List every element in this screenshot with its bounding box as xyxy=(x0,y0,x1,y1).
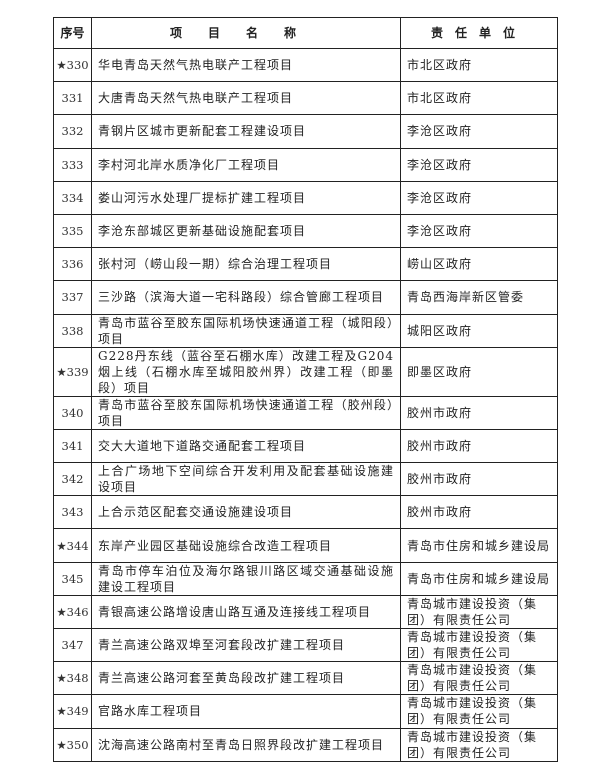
serial-number-cell: 331 xyxy=(53,81,92,116)
project-name-cell: 青岛市蓝谷至胶东国际机场快速通道工程（胶州段）项目 xyxy=(91,395,401,430)
table-row: 340 青岛市蓝谷至胶东国际机场快速通道工程（胶州段）项目 胶州市政府 xyxy=(53,395,558,430)
table-row: 343 上合示范区配套交通设施建设项目 胶州市政府 xyxy=(53,495,558,530)
project-table: 序号 项目名称 责任单位 ★330 华电青岛天然气热电联产工程项目 市北区政府 331… xyxy=(53,17,558,762)
responsible-unit-cell: 城阳区政府 xyxy=(400,313,558,348)
serial-number-cell: ★330 xyxy=(53,47,92,83)
responsible-unit-cell: 市北区政府 xyxy=(400,81,558,116)
project-name-cell: 青兰高速公路双埠至河套段改扩建工程项目 xyxy=(91,627,401,663)
serial-number-cell: ★344 xyxy=(53,528,92,563)
serial-number-cell: ★339 xyxy=(53,346,92,397)
serial-number-cell: 345 xyxy=(53,561,92,596)
serial-number-cell: 340 xyxy=(53,395,92,430)
serial-number-cell: 333 xyxy=(53,147,92,182)
responsible-unit-cell: 李沧区政府 xyxy=(400,213,558,249)
serial-number-cell: 343 xyxy=(53,495,92,530)
serial-number-cell: 341 xyxy=(53,428,92,464)
responsible-unit-cell: 崂山区政府 xyxy=(400,247,558,282)
serial-number-cell: 335 xyxy=(53,213,92,249)
responsible-unit-cell: 青岛城市建设投资（集团）有限责任公司 xyxy=(400,694,558,729)
serial-number-cell: 334 xyxy=(53,180,92,215)
responsible-unit-cell: 李沧区政府 xyxy=(400,114,558,149)
serial-number-cell: ★348 xyxy=(53,661,92,696)
serial-number-cell: 342 xyxy=(53,462,92,497)
responsible-unit-cell: 胶州市政府 xyxy=(400,495,558,530)
table-row: ★350 沈海高速公路南村至青岛日照界段改扩建工程项目 青岛城市建设投资（集团）有限… xyxy=(53,727,558,762)
table-row: 332 青钢片区城市更新配套工程建设项目 李沧区政府 xyxy=(53,114,558,149)
serial-number-cell: 332 xyxy=(53,114,92,149)
responsible-unit-cell: 青岛市住房和城乡建设局 xyxy=(400,528,558,563)
project-name-cell: 青岛市蓝谷至胶东国际机场快速通道工程（城阳段）项目 xyxy=(91,313,401,348)
header-project-name: 项目名称 xyxy=(91,17,401,49)
serial-number-cell: ★346 xyxy=(53,594,92,630)
responsible-unit-cell: 市北区政府 xyxy=(400,47,558,83)
project-name-cell: 三沙路（滨海大道一宅科路段）综合管廊工程项目 xyxy=(91,280,401,315)
responsible-unit-cell: 即墨区政府 xyxy=(400,346,558,397)
responsible-unit-cell: 胶州市政府 xyxy=(400,395,558,430)
responsible-unit-cell: 青岛城市建设投资（集团）有限责任公司 xyxy=(400,727,558,762)
project-name-cell: G228丹东线（蓝谷至石棚水库）改建工程及G204烟上线（石棚水库至城阳胶州界）… xyxy=(91,346,401,397)
table-row: 331 大唐青岛天然气热电联产工程项目 市北区政府 xyxy=(53,81,558,116)
table-row: 335 李沧东部城区更新基础设施配套项目 李沧区政府 xyxy=(53,213,558,249)
serial-number-cell: ★350 xyxy=(53,727,92,762)
project-name-cell: 官路水库工程项目 xyxy=(91,694,401,729)
project-name-cell: 华电青岛天然气热电联产工程项目 xyxy=(91,47,401,83)
project-name-cell: 上合广场地下空间综合开发利用及配套基础设施建设项目 xyxy=(91,462,401,497)
project-name-cell: 青银高速公路增设唐山路互通及连接线工程项目 xyxy=(91,594,401,630)
table-row: 345 青岛市停车泊位及海尔路银川路区域交通基础设施建设工程项目 青岛市住房和城乡建… xyxy=(53,561,558,596)
table-row: 337 三沙路（滨海大道一宅科路段）综合管廊工程项目 青岛西海岸新区管委 xyxy=(53,280,558,315)
serial-number-cell: ★349 xyxy=(53,694,92,729)
table-row: 347 青兰高速公路双埠至河套段改扩建工程项目 青岛城市建设投资（集团）有限责任公司 xyxy=(53,627,558,663)
table-row: 336 张村河（崂山段一期）综合治理工程项目 崂山区政府 xyxy=(53,247,558,282)
responsible-unit-cell: 李沧区政府 xyxy=(400,147,558,182)
table-row: 341 交大大道地下道路交通配套工程项目 胶州市政府 xyxy=(53,428,558,464)
responsible-unit-cell: 青岛西海岸新区管委 xyxy=(400,280,558,315)
serial-number-cell: 347 xyxy=(53,627,92,663)
responsible-unit-cell: 胶州市政府 xyxy=(400,462,558,497)
project-name-cell: 张村河（崂山段一期）综合治理工程项目 xyxy=(91,247,401,282)
project-name-cell: 沈海高速公路南村至青岛日照界段改扩建工程项目 xyxy=(91,727,401,762)
serial-number-cell: 336 xyxy=(53,247,92,282)
project-name-cell: 李村河北岸水质净化厂工程项目 xyxy=(91,147,401,182)
table-row: 333 李村河北岸水质净化厂工程项目 李沧区政府 xyxy=(53,147,558,182)
project-name-cell: 东岸产业园区基础设施综合改造工程项目 xyxy=(91,528,401,563)
table-row: ★349 官路水库工程项目 青岛城市建设投资（集团）有限责任公司 xyxy=(53,694,558,729)
table-row: 338 青岛市蓝谷至胶东国际机场快速通道工程（城阳段）项目 城阳区政府 xyxy=(53,313,558,348)
table-row: ★346 青银高速公路增设唐山路互通及连接线工程项目 青岛城市建设投资（集团）有限责… xyxy=(53,594,558,630)
table-row: ★339 G228丹东线（蓝谷至石棚水库）改建工程及G204烟上线（石棚水库至城阳… xyxy=(53,346,558,397)
project-name-cell: 青兰高速公路河套至黄岛段改扩建工程项目 xyxy=(91,661,401,696)
table-row: 334 娄山河污水处理厂提标扩建工程项目 李沧区政府 xyxy=(53,180,558,215)
responsible-unit-cell: 青岛市住房和城乡建设局 xyxy=(400,561,558,596)
project-name-cell: 李沧东部城区更新基础设施配套项目 xyxy=(91,213,401,249)
table-row: ★344 东岸产业园区基础设施综合改造工程项目 青岛市住房和城乡建设局 xyxy=(53,528,558,563)
header-responsible-unit: 责任单位 xyxy=(400,17,558,49)
responsible-unit-cell: 李沧区政府 xyxy=(400,180,558,215)
table-row: ★348 青兰高速公路河套至黄岛段改扩建工程项目 青岛城市建设投资（集团）有限责任公… xyxy=(53,661,558,696)
project-name-cell: 大唐青岛天然气热电联产工程项目 xyxy=(91,81,401,116)
project-name-cell: 交大大道地下道路交通配套工程项目 xyxy=(91,428,401,464)
responsible-unit-cell: 胶州市政府 xyxy=(400,428,558,464)
responsible-unit-cell: 青岛城市建设投资（集团）有限责任公司 xyxy=(400,661,558,696)
serial-number-cell: 337 xyxy=(53,280,92,315)
header-serial-number: 序号 xyxy=(53,17,92,49)
responsible-unit-cell: 青岛城市建设投资（集团）有限责任公司 xyxy=(400,627,558,663)
project-name-cell: 青岛市停车泊位及海尔路银川路区域交通基础设施建设工程项目 xyxy=(91,561,401,596)
table-row: ★330 华电青岛天然气热电联产工程项目 市北区政府 xyxy=(53,47,558,83)
table-header-row: 序号 项目名称 责任单位 xyxy=(53,17,558,49)
table-row: 342 上合广场地下空间综合开发利用及配套基础设施建设项目 胶州市政府 xyxy=(53,462,558,497)
project-name-cell: 娄山河污水处理厂提标扩建工程项目 xyxy=(91,180,401,215)
responsible-unit-cell: 青岛城市建设投资（集团）有限责任公司 xyxy=(400,594,558,630)
project-name-cell: 青钢片区城市更新配套工程建设项目 xyxy=(91,114,401,149)
project-name-cell: 上合示范区配套交通设施建设项目 xyxy=(91,495,401,530)
serial-number-cell: 338 xyxy=(53,313,92,348)
